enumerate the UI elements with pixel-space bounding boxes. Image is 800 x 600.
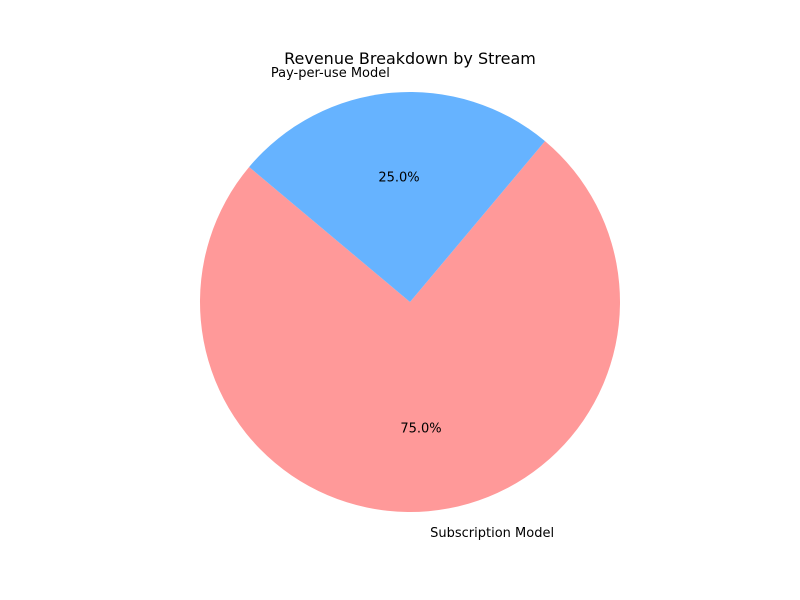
pie-percent-label-subscription-model: 75.0% xyxy=(400,422,441,437)
pie-slice-subscription-model xyxy=(199,141,620,512)
pie-slices xyxy=(199,91,620,512)
pie-labels: 75.0% Subscription Model 25.0% Pay-per-use … xyxy=(271,66,554,541)
pie-category-label-subscription-model: Subscription Model xyxy=(430,526,554,541)
pie-percent-label-pay-per-use-model: 25.0% xyxy=(378,170,419,185)
pie-slice-pay-per-use-model xyxy=(249,91,545,302)
pie-category-label-pay-per-use-model: Pay-per-use Model xyxy=(271,66,390,81)
chart-title: Revenue Breakdown by Stream xyxy=(284,49,536,68)
